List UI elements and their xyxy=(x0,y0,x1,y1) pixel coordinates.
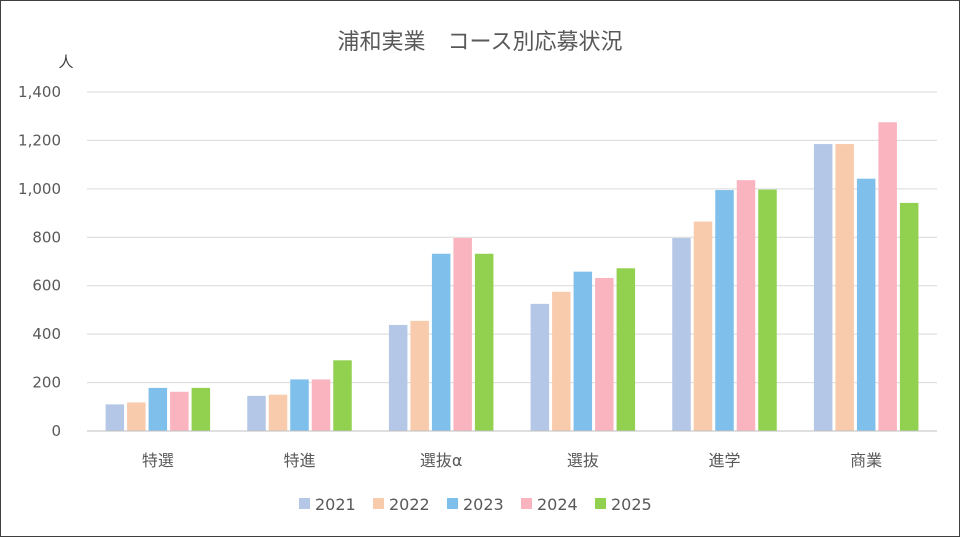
bars xyxy=(105,122,919,432)
bar-2023 xyxy=(431,253,451,431)
y-tick-label: 400 xyxy=(32,325,61,343)
category-label: 特進 xyxy=(283,451,315,470)
legend-label: 2025 xyxy=(611,495,652,514)
bar-2024 xyxy=(736,180,756,431)
category-label: 選抜 xyxy=(567,451,599,470)
legend-label: 2021 xyxy=(315,495,356,514)
chart-title: 浦和実業 コース別応募状況 xyxy=(338,30,623,55)
bar-2022 xyxy=(127,402,146,431)
bar-2022 xyxy=(835,144,854,431)
legend-label: 2024 xyxy=(537,495,578,514)
bar-2021 xyxy=(388,324,408,431)
bar-2021 xyxy=(530,303,550,431)
bar-2021 xyxy=(813,144,833,431)
bar-2022 xyxy=(410,320,429,431)
bar-2024 xyxy=(878,122,897,432)
category-label: 選抜α xyxy=(420,451,463,470)
category-labels: 特選 特進 選抜α 選抜 進学 商業 xyxy=(142,451,882,470)
y-tick-label: 600 xyxy=(32,277,61,295)
bar-2024 xyxy=(595,277,614,431)
bar-2025 xyxy=(474,253,494,431)
y-tick-label: 0 xyxy=(51,422,61,440)
legend-swatch xyxy=(521,498,532,509)
y-tick-label: 800 xyxy=(32,228,61,246)
bar-2025 xyxy=(758,189,777,431)
category-label: 商業 xyxy=(850,451,882,470)
legend-swatch xyxy=(595,498,606,509)
bar-2024 xyxy=(453,238,472,431)
y-tick-labels: 0 200 400 600 800 1,000 1,200 1,400 xyxy=(18,83,61,440)
legend-swatch xyxy=(299,498,310,509)
bar-2023 xyxy=(148,387,168,431)
legend-swatch xyxy=(447,498,458,509)
bar-2022 xyxy=(552,291,571,431)
legend-swatch xyxy=(373,498,384,509)
y-tick-label: 1,000 xyxy=(18,180,61,198)
legend: 2021 2022 2023 2024 2025 xyxy=(299,495,652,514)
bar-2025 xyxy=(899,202,919,431)
legend-label: 2022 xyxy=(389,495,430,514)
bar-2023 xyxy=(715,190,734,431)
bar-2021 xyxy=(247,395,266,431)
category-label: 進学 xyxy=(708,451,740,470)
bar-2022 xyxy=(268,394,288,431)
bar-2023 xyxy=(856,178,876,431)
category-label: 特選 xyxy=(142,451,174,470)
bar-2021 xyxy=(672,238,691,431)
bar-2022 xyxy=(693,221,713,431)
y-axis-unit: 人 xyxy=(58,53,73,71)
y-tick-label: 1,400 xyxy=(18,83,61,101)
legend-label: 2023 xyxy=(463,495,504,514)
y-tick-label: 1,200 xyxy=(18,131,61,149)
bar-2024 xyxy=(311,379,331,431)
bar-2023 xyxy=(573,271,593,431)
y-tick-label: 200 xyxy=(32,374,61,392)
bar-2025 xyxy=(191,387,211,431)
bar-2021 xyxy=(105,404,125,431)
gridlines xyxy=(87,91,937,384)
bar-2023 xyxy=(290,379,309,431)
bar-2025 xyxy=(333,360,352,431)
bar-2025 xyxy=(616,268,636,431)
bar-2024 xyxy=(170,391,189,431)
